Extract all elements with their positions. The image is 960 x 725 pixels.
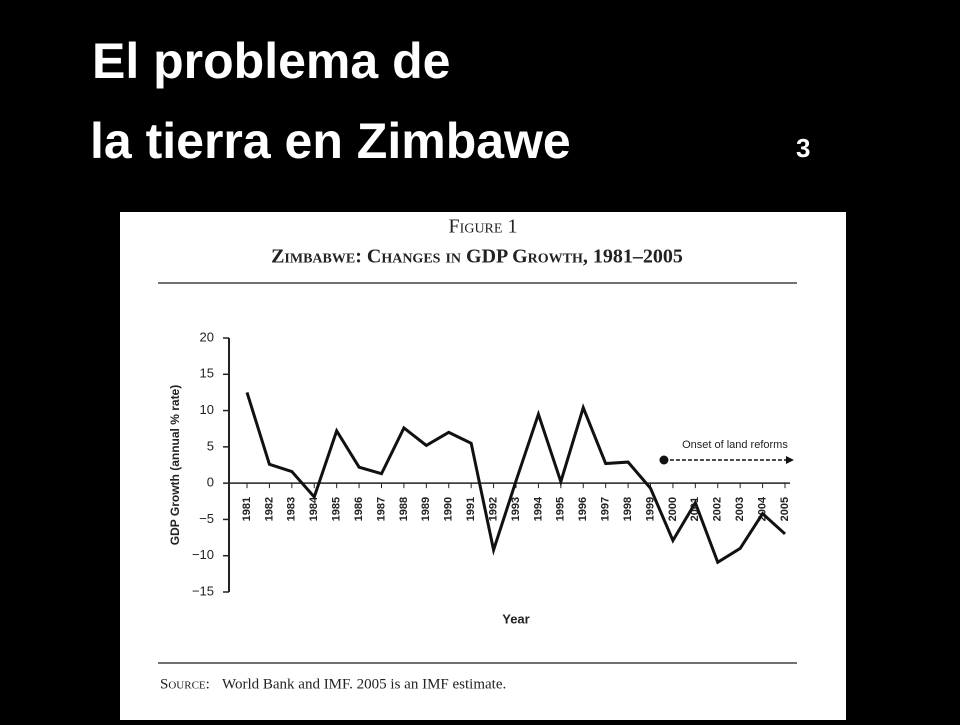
figure-label: Figure 1: [449, 216, 518, 238]
y-tick-label: −5: [199, 511, 214, 526]
x-tick-label: 2003: [734, 497, 746, 521]
slide-number: 3: [796, 133, 810, 163]
x-tick-label: 2001: [689, 497, 701, 521]
x-tick-label: 1981: [241, 497, 253, 521]
y-tick-label: −10: [192, 547, 214, 562]
x-tick-label: 1994: [532, 496, 544, 521]
x-tick-label: 1998: [622, 497, 634, 521]
x-tick-label: 1999: [644, 497, 656, 521]
slide-title: la tierra en Zimbawe: [90, 113, 571, 169]
x-tick-label: 1983: [286, 497, 298, 521]
y-axis-label: GDP Growth (annual % rate): [168, 385, 182, 545]
x-tick-label: 1995: [555, 497, 567, 521]
data-line: [245, 391, 787, 565]
x-tick-label: 1989: [420, 497, 432, 521]
x-tick-label: 1993: [510, 497, 522, 521]
x-tick-label: 2000: [667, 497, 679, 521]
y-tick-label: −15: [192, 583, 214, 598]
y-tick-label: 0: [207, 475, 214, 490]
x-tick-label: 1982: [263, 497, 275, 521]
x-tick-label: 1991: [465, 497, 477, 521]
chart-title: Zimbabwe: Changes in GDP Growth, 1981–20…: [271, 246, 683, 268]
x-tick-label: 2005: [779, 497, 791, 521]
x-tick-label: 1988: [398, 497, 410, 521]
y-tick-label: 10: [200, 402, 214, 417]
x-tick-label: 1984: [308, 496, 320, 521]
source: World Bank and IMF. 2005 is an IMF estim…: [222, 676, 506, 692]
x-tick-label: 1997: [600, 497, 612, 521]
x-tick-label: 1992: [487, 497, 499, 521]
x-tick-label: 1985: [331, 497, 343, 521]
x-axis-label: Year: [502, 611, 529, 626]
x-tick-label: 1990: [443, 497, 455, 521]
x-tick-label: 1987: [375, 497, 387, 521]
slide-title: El problema de: [92, 33, 450, 89]
chart-panel: [120, 212, 846, 720]
x-tick-label: 1996: [577, 497, 589, 521]
y-tick-label: 15: [200, 366, 214, 381]
x-tick-label: 1986: [353, 497, 365, 521]
x-tick-label: 2002: [712, 497, 724, 521]
y-tick-label: 20: [200, 329, 214, 344]
annotation: Onset of land reforms: [682, 439, 788, 451]
annotation-arrowhead: [785, 456, 794, 464]
y-tick-label: 5: [207, 438, 214, 453]
source-label: Source:: [160, 676, 210, 692]
